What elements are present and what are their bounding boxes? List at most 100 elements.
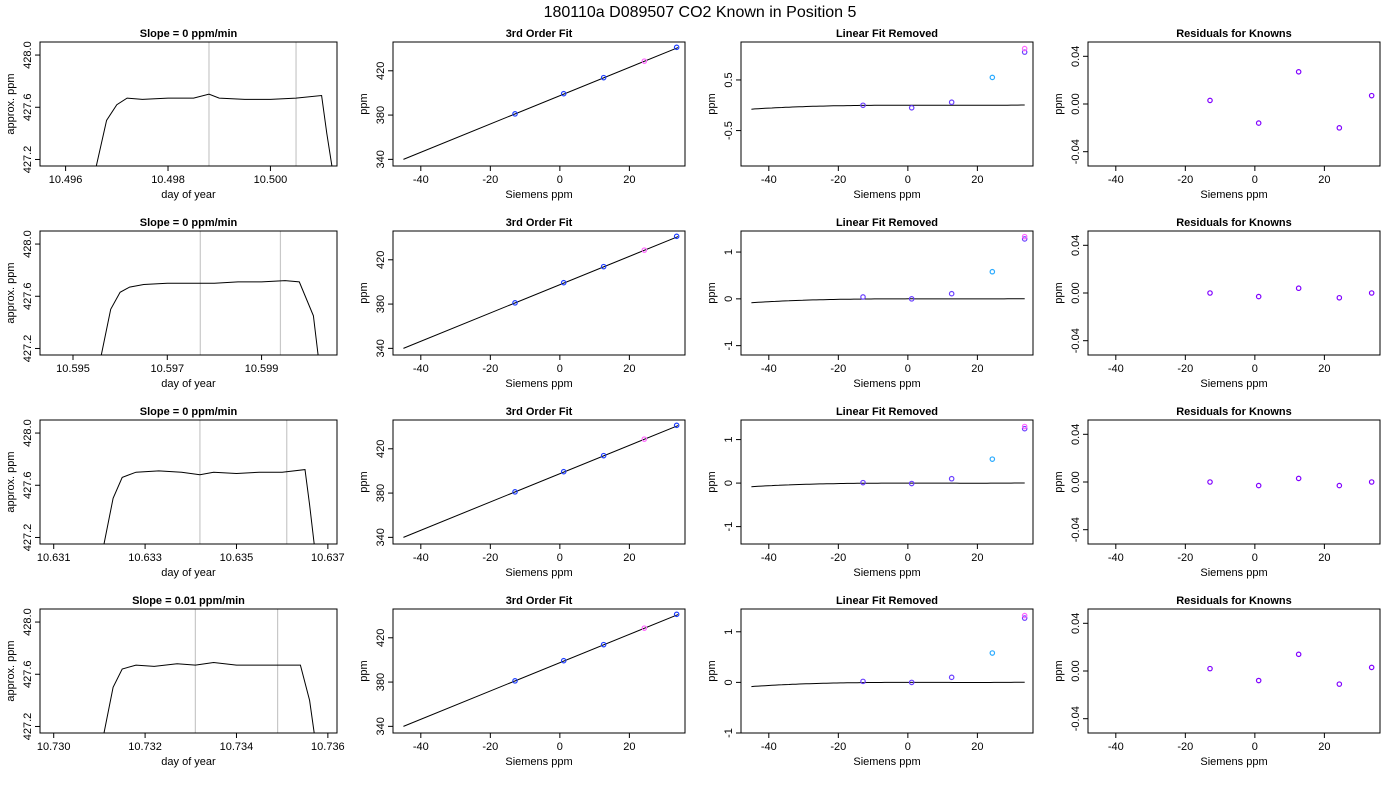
data-point [1336,294,1343,301]
x-axis-label: Siemens ppm [853,189,920,201]
y-tick-label: 0 [723,679,735,685]
trace-line [103,661,315,733]
x-axis-label: day of year [161,189,216,201]
panel-r1-c1: Slope = 0 ppm/min 10.496 10.498 10.500 427.2… [5,28,338,201]
y-tick-label: 0.00 [1070,282,1082,303]
data-point [600,263,607,270]
x-tick-label: 10.595 [56,363,90,375]
x-tick-label: -40 [413,363,429,375]
y-tick-label: 428.0 [22,419,34,447]
x-axis-label: Siemens ppm [853,756,920,768]
x-axis-label: Siemens ppm [1200,756,1267,768]
panel-title: Residuals for Knowns [1176,28,1292,40]
x-tick-label: -40 [761,552,777,564]
x-tick-label: 10.635 [220,552,254,564]
data-point [673,233,680,240]
data-point [600,452,607,459]
y-axis-label: ppm [1053,660,1065,681]
x-tick-label: 10.732 [128,741,162,753]
plot-area [403,44,680,160]
x-tick-label: 0 [557,741,563,753]
x-tick-label: -40 [761,741,777,753]
y-tick-label: 427.2 [22,524,34,552]
plot-frame [39,41,338,167]
plot-frame [392,41,686,167]
trace-line [103,469,315,544]
plot-frame [1087,608,1381,734]
panel-title: Linear Fit Removed [836,217,938,229]
x-tick-label: 20 [1318,174,1330,186]
plot-area [95,42,333,166]
x-tick-label: 0 [905,363,911,375]
x-tick-label: 20 [971,174,983,186]
data-point [1255,677,1262,684]
y-tick-label: 428.0 [22,230,34,258]
x-tick-label: 20 [971,552,983,564]
x-tick-label: 20 [971,363,983,375]
data-point [641,58,648,64]
data-point [1021,612,1028,619]
x-tick-label: -40 [1108,174,1124,186]
cubic-curve [751,298,1025,304]
x-tick-label: -40 [1108,552,1124,564]
x-axis-label: Siemens ppm [1200,189,1267,201]
data-point [641,625,648,631]
x-axis-label: day of year [161,756,216,768]
panel-title: Residuals for Knowns [1176,217,1292,229]
fit-line [403,425,679,538]
panel-r1-c2: 3rd Order Fit -40 -20 0 20 340 380 420 Siemens p… [358,28,686,201]
panel-r1-c4: Residuals for Knowns -40 -20 0 20 -0.04 0.00 0.… [1053,28,1381,201]
y-tick-label: 380 [375,484,387,502]
panel-r1-c3: Linear Fit Removed -40 -20 0 20 -0.5 0.5 Siemen… [706,28,1034,201]
data-point [560,279,567,286]
data-point [1021,49,1028,55]
data-point [673,611,680,618]
x-tick-label: 0 [557,174,563,186]
data-point [1207,479,1213,485]
data-point [1368,92,1375,99]
x-tick-label: 10.736 [311,741,345,753]
y-tick-label: 427.6 [22,282,34,310]
y-tick-label: 0.5 [723,72,735,87]
panel-r3-c1: Slope = 0 ppm/min 10.631 10.633 10.635 10.63… [5,406,345,579]
y-tick-label: -0.04 [1070,328,1082,353]
plot-area [103,609,315,733]
y-tick-label: -1 [723,341,735,351]
y-tick-label: 0.04 [1070,235,1082,256]
y-axis-label: approx. ppm [5,451,17,512]
x-tick-label: -20 [830,552,846,564]
data-point [1021,45,1028,52]
x-tick-label: 0 [557,363,563,375]
y-tick-label: 428.0 [22,608,34,636]
plot-area [751,233,1028,304]
data-point [1021,615,1028,621]
y-tick-label: 427.6 [22,471,34,499]
data-point [989,456,996,462]
y-tick-label: 0.00 [1070,660,1082,681]
panel-r4-c2: 3rd Order Fit -40 -20 0 20 340 380 420 Siemens p… [358,595,686,768]
trace-line [100,280,319,355]
y-axis-label: ppm [1053,471,1065,492]
fit-line [403,47,679,160]
plot-area [751,612,1028,688]
x-tick-label: -40 [1108,741,1124,753]
y-tick-label: 420 [375,440,387,458]
data-point [860,479,866,486]
x-tick-label: 20 [1318,741,1330,753]
x-axis-label: day of year [161,567,216,579]
plot-frame [392,608,686,734]
x-tick-label: 20 [623,363,635,375]
y-axis-label: approx. ppm [5,640,17,701]
plot-area [1207,475,1375,489]
data-point [1295,475,1302,482]
panel-r2-c4: Residuals for Knowns -40 -20 0 20 -0.04 0.00 0.… [1053,217,1381,390]
x-tick-label: -20 [1177,174,1193,186]
y-tick-label: 0.04 [1070,613,1082,634]
y-tick-label: 1 [723,629,735,635]
panel-r2-c2: 3rd Order Fit -40 -20 0 20 340 380 420 Siemens p… [358,217,686,390]
x-axis-label: Siemens ppm [1200,378,1267,390]
panel-title: 3rd Order Fit [506,28,573,40]
y-tick-label: -0.5 [723,121,735,140]
x-tick-label: 20 [1318,363,1330,375]
